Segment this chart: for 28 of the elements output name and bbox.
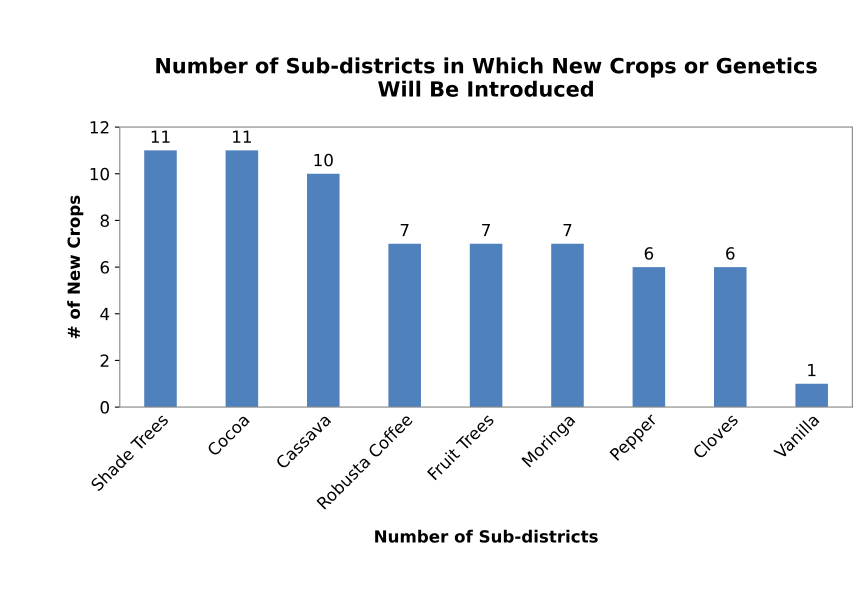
bar [551,244,584,408]
data-label: 7 [482,224,490,236]
bar [226,150,258,408]
bar [470,244,502,408]
bar [795,384,828,408]
bar [632,267,666,408]
y-tick-label: 6 [100,261,110,274]
bar [144,150,177,408]
y-tick-label: 10 [90,168,109,180]
chart-title: Number of Sub-districts in Which New Crops or Genetics Will Be Introduced [156,57,817,97]
data-label: 6 [644,247,654,260]
bar [388,244,421,408]
bar [714,267,747,408]
data-label: 6 [726,247,735,260]
y-tick-label: 2 [100,354,108,367]
y-tick-label: 8 [100,214,109,227]
data-label: 11 [233,130,251,143]
y-axis-title: # of New Crops [67,196,84,338]
data-label: 11 [152,130,170,143]
data-label: 1 [808,364,816,376]
y-tick-label: 0 [100,401,109,414]
data-label: 7 [564,224,572,236]
y-tick-label: 4 [100,308,110,320]
x-axis-title: Number of Sub-districts [375,530,598,543]
y-tick-label: 12 [90,121,108,134]
data-label: 10 [314,154,333,166]
data-label: 7 [400,224,409,236]
bar [307,174,340,408]
